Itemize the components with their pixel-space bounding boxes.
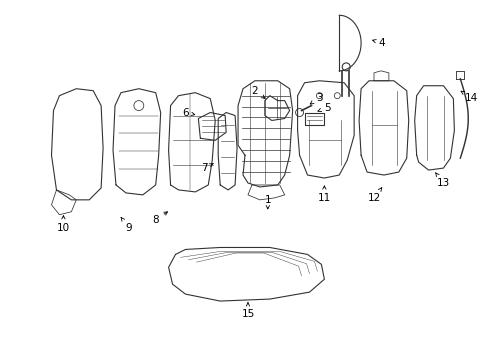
Text: 5: 5 — [317, 103, 330, 113]
Text: 10: 10 — [57, 216, 70, 233]
Text: 13: 13 — [435, 173, 449, 188]
Text: 4: 4 — [372, 38, 385, 48]
Text: 3: 3 — [309, 93, 322, 104]
Text: 11: 11 — [317, 186, 330, 203]
Text: 15: 15 — [241, 303, 254, 319]
Text: 14: 14 — [460, 91, 477, 103]
Text: 7: 7 — [201, 163, 213, 173]
Text: 1: 1 — [264, 195, 270, 209]
Text: 9: 9 — [121, 217, 132, 233]
Text: 12: 12 — [366, 188, 381, 203]
Text: 6: 6 — [182, 108, 194, 117]
Text: 8: 8 — [152, 212, 167, 225]
Text: 2: 2 — [251, 86, 264, 98]
